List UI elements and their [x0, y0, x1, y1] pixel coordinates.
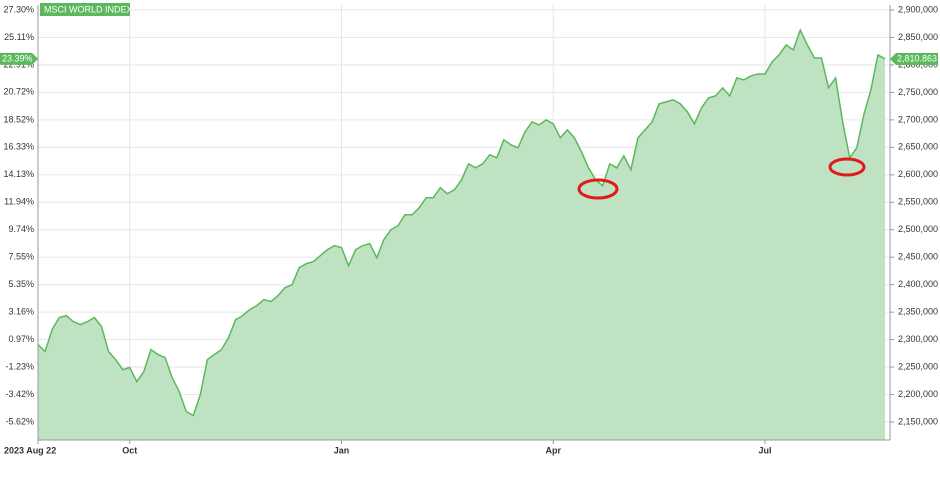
line — [37, 28, 886, 417]
y-tick-label: 14.13% — [3, 169, 34, 179]
x-tick-label: Jul — [759, 445, 772, 455]
y-tick-label: -1.23% — [5, 361, 34, 371]
y2-tick-label: 2,450,000 — [898, 252, 938, 262]
plot — [37, 28, 886, 441]
y2-tick-label: 2,350,000 — [898, 307, 938, 317]
x-tick-label: Apr — [546, 445, 562, 455]
y2-tick-label: 2,650,000 — [898, 142, 938, 152]
y-tick-label: 9.74% — [8, 224, 34, 234]
last-value-label: 23.39% — [2, 53, 33, 63]
legend-box — [40, 3, 130, 16]
y2-tick-label: 2,850,000 — [898, 32, 938, 42]
x-tick-label: 2023 Aug 22 — [4, 445, 56, 455]
y2-tick-label: 2,500,000 — [898, 224, 938, 234]
y2-tick-label: 2,200,000 — [898, 389, 938, 399]
y-tick-label: 11.94% — [4, 197, 34, 207]
x-tick-label: Oct — [122, 445, 137, 455]
legend-label: MSCI WORLD INDEX — [44, 4, 133, 14]
y-tick-label: 3.16% — [8, 306, 34, 316]
y2-tick-label: 2,750,000 — [898, 87, 938, 97]
y2-tick-label: 2,900,000 — [898, 4, 938, 14]
highlight-ellipse — [577, 178, 619, 200]
x-tick-label: Jan — [334, 445, 350, 455]
y2-tick-label: 2,600,000 — [898, 169, 938, 179]
y-tick-label: 7.55% — [8, 252, 34, 262]
last-value-badge — [0, 52, 38, 65]
y2-tick-label: 2,250,000 — [898, 361, 938, 371]
y2-tick-label: 2,400,000 — [898, 279, 938, 289]
y-tick-label: 27.30% — [3, 4, 34, 14]
last-value-badge — [890, 52, 938, 65]
y-tick-label: 18.52% — [3, 114, 34, 124]
y-tick-label: -5.62% — [5, 416, 34, 426]
y-tick-label: 16.33% — [3, 142, 34, 152]
highlight-ellipse — [828, 157, 866, 177]
y2-tick-label: 2,550,000 — [898, 197, 938, 207]
y-tick-label: -3.42% — [5, 389, 34, 399]
y2-tick-label: 2,150,000 — [898, 416, 938, 426]
last-value-label: 2,810.863 — [897, 53, 937, 63]
labels: 27.30%25.11%22.91%20.72%18.52%16.33%14.1… — [0, 3, 938, 455]
y-tick-label: 5.35% — [8, 279, 34, 289]
y2-tick-label: 2,300,000 — [898, 334, 938, 344]
area — [38, 30, 885, 441]
y-tick-label: 20.72% — [3, 87, 34, 97]
y-tick-label: 25.11% — [4, 32, 34, 42]
y2-tick-label: 2,700,000 — [898, 114, 938, 124]
y-tick-label: 0.97% — [8, 334, 34, 344]
